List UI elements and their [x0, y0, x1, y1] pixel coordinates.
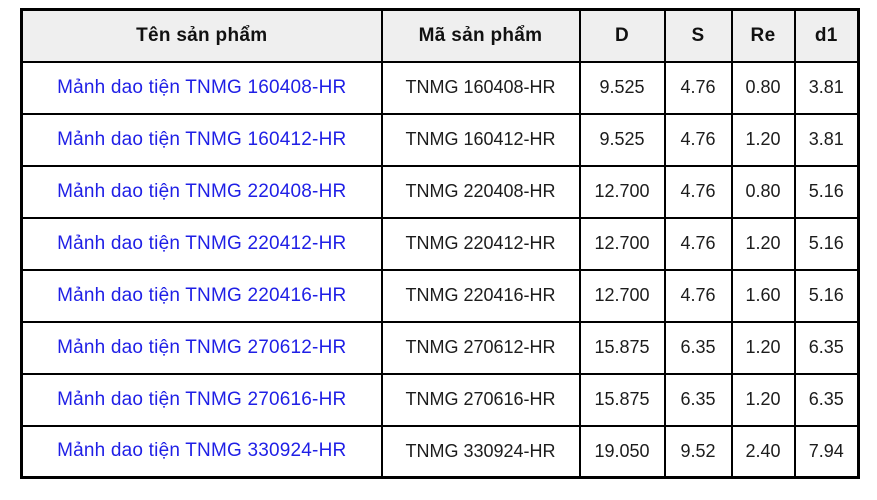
table-row: Mảnh dao tiện TNMG 160412-HR TNMG 160412-…: [20, 112, 860, 167]
dimension-s-cell: 4.76: [663, 60, 733, 115]
product-code-cell: TNMG 270612-HR: [380, 320, 581, 375]
dimension-d1-cell: 6.35: [793, 372, 860, 427]
dimension-s-cell: 4.76: [663, 216, 733, 271]
dimension-re-cell: 1.60: [730, 268, 796, 323]
product-name-cell: Mảnh dao tiện TNMG 220408-HR: [20, 164, 383, 219]
product-table-wrap: Tên sản phẩm Mã sản phẩm D S Re d1 Mảnh dao t…: [20, 8, 860, 479]
product-name-cell: Mảnh dao tiện TNMG 270616-HR: [20, 372, 383, 427]
dimension-d1-cell: 6.35: [793, 320, 860, 375]
product-code-cell: TNMG 220412-HR: [380, 216, 581, 271]
dimension-d-cell: 12.700: [578, 216, 666, 271]
dimension-re-cell: 0.80: [730, 60, 796, 115]
column-header-d: D: [578, 8, 666, 63]
dimension-s-cell: 4.76: [663, 268, 733, 323]
product-code-cell: TNMG 270616-HR: [380, 372, 581, 427]
dimension-s-cell: 4.76: [663, 164, 733, 219]
dimension-d-cell: 9.525: [578, 112, 666, 167]
dimension-d1-cell: 5.16: [793, 164, 860, 219]
product-name-cell: Mảnh dao tiện TNMG 330924-HR: [20, 424, 383, 479]
dimension-d1-cell: 7.94: [793, 424, 860, 479]
dimension-d-cell: 15.875: [578, 320, 666, 375]
header-row: Tên sản phẩm Mã sản phẩm D S Re d1: [20, 8, 860, 63]
product-spec-table: Tên sản phẩm Mã sản phẩm D S Re d1 Mảnh dao t…: [20, 8, 860, 479]
column-header-code: Mã sản phẩm: [380, 8, 581, 63]
dimension-re-cell: 0.80: [730, 164, 796, 219]
dimension-d1-cell: 5.16: [793, 216, 860, 271]
product-code-cell: TNMG 160412-HR: [380, 112, 581, 167]
column-header-name: Tên sản phẩm: [20, 8, 383, 63]
product-link[interactable]: Mảnh dao tiện TNMG 220416-HR: [57, 284, 347, 306]
product-code-cell: TNMG 160408-HR: [380, 60, 581, 115]
dimension-d-cell: 9.525: [578, 60, 666, 115]
table-row: Mảnh dao tiện TNMG 220408-HR TNMG 220408-…: [20, 164, 860, 219]
table-row: Mảnh dao tiện TNMG 270612-HR TNMG 270612-…: [20, 320, 860, 375]
column-header-s: S: [663, 8, 733, 63]
column-header-re: Re: [730, 8, 796, 63]
table-row: Mảnh dao tiện TNMG 330924-HR TNMG 330924-…: [20, 424, 860, 479]
dimension-d-cell: 12.700: [578, 164, 666, 219]
dimension-re-cell: 1.20: [730, 372, 796, 427]
table-row: Mảnh dao tiện TNMG 220416-HR TNMG 220416-…: [20, 268, 860, 323]
dimension-s-cell: 6.35: [663, 372, 733, 427]
product-name-cell: Mảnh dao tiện TNMG 220412-HR: [20, 216, 383, 271]
dimension-s-cell: 6.35: [663, 320, 733, 375]
dimension-d-cell: 15.875: [578, 372, 666, 427]
product-code-cell: TNMG 220416-HR: [380, 268, 581, 323]
dimension-re-cell: 1.20: [730, 112, 796, 167]
dimension-s-cell: 4.76: [663, 112, 733, 167]
product-name-cell: Mảnh dao tiện TNMG 160412-HR: [20, 112, 383, 167]
dimension-d1-cell: 3.81: [793, 112, 860, 167]
product-link[interactable]: Mảnh dao tiện TNMG 160412-HR: [57, 128, 347, 150]
dimension-re-cell: 1.20: [730, 216, 796, 271]
column-header-d1: d1: [793, 8, 860, 63]
dimension-d-cell: 12.700: [578, 268, 666, 323]
product-name-cell: Mảnh dao tiện TNMG 220416-HR: [20, 268, 383, 323]
dimension-re-cell: 2.40: [730, 424, 796, 479]
dimension-d-cell: 19.050: [578, 424, 666, 479]
table-body: Mảnh dao tiện TNMG 160408-HR TNMG 160408-…: [20, 60, 860, 479]
table-row: Mảnh dao tiện TNMG 220412-HR TNMG 220412-…: [20, 216, 860, 271]
product-link[interactable]: Mảnh dao tiện TNMG 330924-HR: [57, 440, 347, 462]
table-head: Tên sản phẩm Mã sản phẩm D S Re d1: [20, 8, 860, 63]
product-link[interactable]: Mảnh dao tiện TNMG 270616-HR: [57, 388, 347, 410]
dimension-s-cell: 9.52: [663, 424, 733, 479]
dimension-d1-cell: 5.16: [793, 268, 860, 323]
product-link[interactable]: Mảnh dao tiện TNMG 160408-HR: [57, 76, 347, 98]
product-name-cell: Mảnh dao tiện TNMG 160408-HR: [20, 60, 383, 115]
product-link[interactable]: Mảnh dao tiện TNMG 220412-HR: [57, 232, 347, 254]
product-link[interactable]: Mảnh dao tiện TNMG 220408-HR: [57, 180, 347, 202]
product-code-cell: TNMG 330924-HR: [380, 424, 581, 479]
dimension-d1-cell: 3.81: [793, 60, 860, 115]
dimension-re-cell: 1.20: [730, 320, 796, 375]
table-row: Mảnh dao tiện TNMG 270616-HR TNMG 270616-…: [20, 372, 860, 427]
table-row: Mảnh dao tiện TNMG 160408-HR TNMG 160408-…: [20, 60, 860, 115]
product-code-cell: TNMG 220408-HR: [380, 164, 581, 219]
product-link[interactable]: Mảnh dao tiện TNMG 270612-HR: [57, 336, 347, 358]
product-name-cell: Mảnh dao tiện TNMG 270612-HR: [20, 320, 383, 375]
